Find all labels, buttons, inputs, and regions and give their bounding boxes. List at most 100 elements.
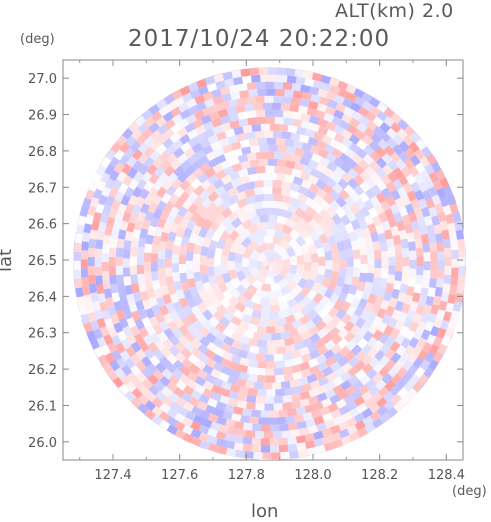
radar-cell: [352, 380, 364, 391]
radar-cell: [221, 216, 233, 228]
radar-cell: [288, 264, 298, 276]
radar-cell: [253, 179, 264, 188]
radar-cell: [388, 256, 396, 266]
radar-cell: [194, 375, 207, 387]
radar-cell: [141, 316, 152, 328]
radar-cell: [326, 161, 339, 172]
radar-cell: [177, 334, 189, 347]
radar-cell: [250, 294, 262, 305]
radar-cell: [247, 117, 258, 126]
radar-cell: [212, 353, 224, 365]
radar-cell: [89, 338, 100, 350]
radar-cell: [331, 252, 340, 263]
radar-cell: [346, 158, 358, 170]
radar-cell: [248, 173, 259, 182]
radar-cell: [122, 174, 133, 187]
radar-cell: [317, 88, 329, 98]
radar-cell: [170, 122, 182, 134]
radar-cell: [327, 234, 337, 246]
radar-cell: [210, 140, 222, 151]
radar-cell: [335, 102, 347, 113]
radar-cell: [280, 103, 291, 111]
radar-cell: [233, 420, 245, 430]
radar-cell: [315, 139, 327, 150]
radar-cell: [308, 365, 320, 376]
radar-cell: [335, 398, 347, 410]
radar-cell: [236, 428, 247, 437]
radar-cell: [179, 245, 188, 256]
radar-cell: [207, 435, 218, 445]
radar-cell: [160, 285, 169, 296]
radar-cell: [358, 159, 370, 171]
radar-cell: [154, 390, 167, 402]
radar-cell: [316, 361, 329, 372]
radar-cell: [239, 278, 251, 290]
radar-cell: [77, 215, 87, 226]
radar-cell: [392, 134, 404, 146]
radar-cell: [297, 376, 309, 387]
radar-cell: [239, 415, 251, 424]
radar-cell: [348, 142, 361, 154]
radar-cell: [432, 351, 444, 363]
radar-cell: [207, 134, 219, 145]
radar-cell: [135, 134, 147, 146]
radar-cell: [144, 408, 156, 420]
radar-cell: [340, 162, 352, 174]
radar-cell: [199, 138, 211, 149]
radar-cell: [257, 339, 267, 348]
radar-cell: [185, 98, 198, 109]
radar-cell: [102, 234, 112, 245]
radar-cell: [353, 184, 365, 196]
radar-cell: [340, 379, 352, 391]
radar-cell: [260, 410, 270, 418]
radar-cell: [437, 251, 445, 261]
radar-cell: [304, 440, 316, 450]
radar-cell: [108, 156, 120, 168]
radar-cell: [367, 323, 379, 335]
radar-cell: [392, 144, 404, 156]
radar-cell: [265, 116, 276, 124]
radar-cell: [207, 173, 219, 185]
radar-cell: [230, 354, 242, 365]
radar-cell: [387, 274, 396, 285]
radar-cell: [101, 186, 112, 198]
radar-cell: [340, 371, 352, 383]
radar-cell: [390, 121, 402, 134]
radar-cell: [227, 426, 238, 436]
radar-cell: [90, 220, 100, 231]
radar-cell: [345, 339, 357, 352]
radar-cell: [397, 174, 409, 186]
radar-cell: [206, 341, 218, 353]
radar-cell: [252, 331, 263, 341]
radar-cell: [273, 243, 285, 254]
radar-cell: [328, 293, 340, 305]
radar-cell: [238, 320, 250, 330]
radar-cell: [185, 269, 194, 280]
radar-cell: [214, 185, 227, 197]
radar-cell: [165, 100, 178, 112]
radar-cell: [372, 215, 382, 227]
radar-cell: [278, 124, 289, 132]
radar-cell: [199, 264, 208, 275]
radar-cell: [78, 304, 88, 316]
radar-cell: [267, 137, 277, 145]
radar-cell: [172, 327, 184, 340]
radar-cell: [274, 151, 284, 160]
radar-cell: [340, 411, 352, 423]
radar-cell: [92, 172, 103, 184]
radar-cell: [322, 241, 332, 253]
radar-cell: [224, 433, 235, 442]
radar-cell: [90, 292, 99, 303]
radar-cell: [160, 386, 172, 398]
radar-cell: [170, 106, 182, 118]
radar-cell: [343, 184, 356, 196]
radar-cell: [273, 403, 283, 411]
radar-cell: [269, 74, 279, 82]
radar-cell: [462, 290, 467, 301]
radar-cell: [345, 84, 357, 95]
radar-cell: [209, 220, 221, 232]
radar-cell: [151, 243, 160, 254]
radar-cell: [111, 334, 122, 346]
radar-cell: [230, 315, 242, 327]
radar-cell: [303, 252, 312, 263]
